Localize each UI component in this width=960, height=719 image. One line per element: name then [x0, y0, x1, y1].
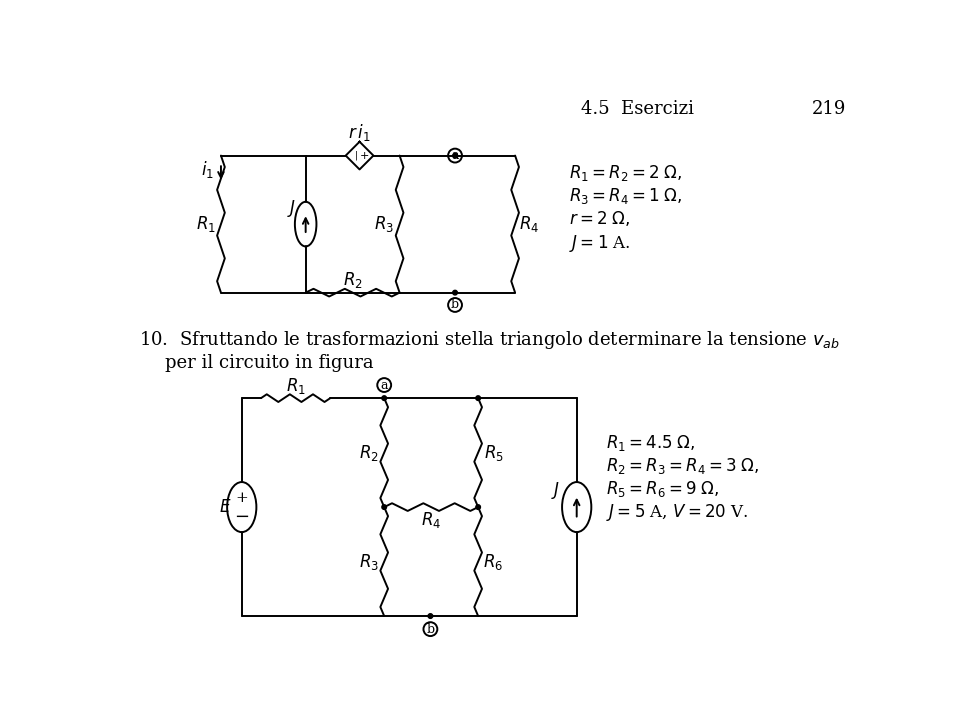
Circle shape: [476, 505, 480, 509]
Text: $J$: $J$: [287, 198, 297, 219]
Circle shape: [428, 614, 433, 618]
Text: $R_5 = R_6 = 9\;\Omega,$: $R_5 = R_6 = 9\;\Omega,$: [606, 479, 719, 499]
Text: $i_1$: $i_1$: [201, 160, 213, 180]
Text: $r\,i_1$: $r\,i_1$: [348, 122, 371, 143]
Text: +: +: [359, 150, 369, 160]
Text: $R_1$: $R_1$: [196, 214, 216, 234]
Text: $E$: $E$: [219, 498, 231, 516]
Text: $R_2 = R_3 = R_4 = 3\;\Omega,$: $R_2 = R_3 = R_4 = 3\;\Omega,$: [606, 456, 759, 476]
Circle shape: [476, 396, 480, 400]
Text: −: −: [234, 508, 250, 526]
Text: $R_3$: $R_3$: [359, 551, 379, 572]
Text: $R_1 = R_2 = 2\;\Omega,$: $R_1 = R_2 = 2\;\Omega,$: [569, 163, 683, 183]
Text: b: b: [426, 623, 435, 636]
Circle shape: [453, 290, 457, 295]
Text: per il circuito in figura: per il circuito in figura: [165, 354, 373, 372]
Text: $J$: $J$: [551, 480, 560, 500]
Text: $R_4$: $R_4$: [518, 214, 540, 234]
Text: $R_3 = R_4 = 1\;\Omega,$: $R_3 = R_4 = 1\;\Omega,$: [569, 186, 683, 206]
Circle shape: [382, 505, 387, 509]
Text: 10.  Sfruttando le trasformazioni stella triangolo determinare la tensione $v_{a: 10. Sfruttando le trasformazioni stella …: [139, 329, 840, 351]
Text: $J = 5$ A, $V = 20$ V.: $J = 5$ A, $V = 20$ V.: [606, 502, 749, 523]
Text: $J = 1$ A.: $J = 1$ A.: [569, 232, 631, 254]
Text: |: |: [355, 151, 358, 160]
Text: $r = 2\;\Omega,$: $r = 2\;\Omega,$: [569, 209, 630, 229]
Text: a: a: [380, 378, 388, 392]
Text: $R_2$: $R_2$: [359, 443, 378, 462]
Circle shape: [382, 396, 387, 400]
Text: +: +: [235, 491, 248, 505]
Text: a: a: [451, 149, 459, 162]
Text: $R_1$: $R_1$: [286, 376, 305, 396]
Text: b: b: [451, 298, 459, 311]
Text: 4.5  Esercizi: 4.5 Esercizi: [581, 100, 693, 118]
Text: 219: 219: [811, 100, 846, 118]
Text: $R_2$: $R_2$: [343, 270, 363, 290]
Text: $R_5$: $R_5$: [484, 443, 503, 462]
Text: $R_3$: $R_3$: [374, 214, 395, 234]
Text: $R_1 = 4.5\;\Omega,$: $R_1 = 4.5\;\Omega,$: [606, 433, 695, 453]
Text: $R_6$: $R_6$: [484, 551, 504, 572]
Circle shape: [453, 153, 457, 158]
Text: $R_4$: $R_4$: [421, 510, 442, 530]
